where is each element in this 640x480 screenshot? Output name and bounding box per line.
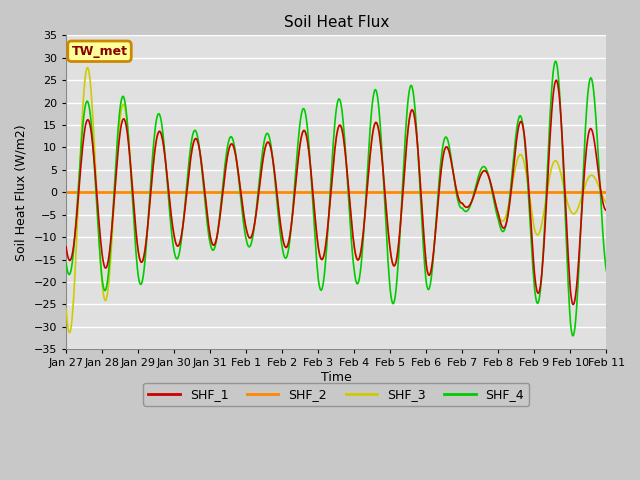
SHF_2: [380, 190, 388, 195]
SHF_4: [181, 205, 189, 211]
SHF_1: [552, 77, 560, 83]
SHF_2: [62, 190, 70, 195]
SHF_4: [328, 163, 335, 168]
Line: SHF_3: SHF_3: [66, 68, 607, 333]
Title: Soil Heat Flux: Soil Heat Flux: [284, 15, 389, 30]
SHF_4: [552, 58, 559, 64]
SHF_1: [554, 81, 561, 87]
SHF_3: [603, 200, 611, 206]
SHF_3: [330, 162, 337, 168]
SHF_3: [182, 195, 190, 201]
SHF_1: [434, 205, 442, 211]
SHF_1: [62, 244, 70, 250]
SHF_3: [205, 228, 213, 234]
SHF_4: [62, 260, 70, 266]
Text: TW_met: TW_met: [72, 45, 127, 58]
SHF_1: [204, 217, 212, 223]
SHF_3: [83, 65, 91, 71]
SHF_3: [66, 330, 74, 336]
SHF_4: [554, 67, 561, 73]
SHF_4: [569, 333, 577, 339]
SHF_3: [62, 306, 70, 312]
Line: SHF_1: SHF_1: [66, 80, 607, 305]
SHF_3: [382, 201, 390, 206]
SHF_3: [555, 162, 563, 168]
Y-axis label: Soil Heat Flux (W/m2): Soil Heat Flux (W/m2): [15, 124, 28, 261]
SHF_1: [380, 182, 388, 188]
SHF_4: [204, 226, 212, 232]
SHF_4: [603, 268, 611, 274]
X-axis label: Time: Time: [321, 371, 351, 384]
SHF_4: [434, 198, 442, 204]
SHF_3: [435, 188, 443, 193]
SHF_1: [603, 207, 611, 213]
SHF_2: [181, 190, 189, 195]
SHF_1: [181, 209, 189, 215]
SHF_1: [328, 179, 335, 185]
SHF_2: [603, 190, 611, 195]
SHF_2: [204, 190, 212, 195]
SHF_2: [328, 190, 335, 195]
SHF_2: [434, 190, 442, 195]
SHF_2: [553, 190, 561, 195]
SHF_4: [380, 192, 388, 197]
Legend: SHF_1, SHF_2, SHF_3, SHF_4: SHF_1, SHF_2, SHF_3, SHF_4: [143, 383, 529, 406]
Line: SHF_4: SHF_4: [66, 61, 607, 336]
SHF_1: [570, 302, 577, 308]
